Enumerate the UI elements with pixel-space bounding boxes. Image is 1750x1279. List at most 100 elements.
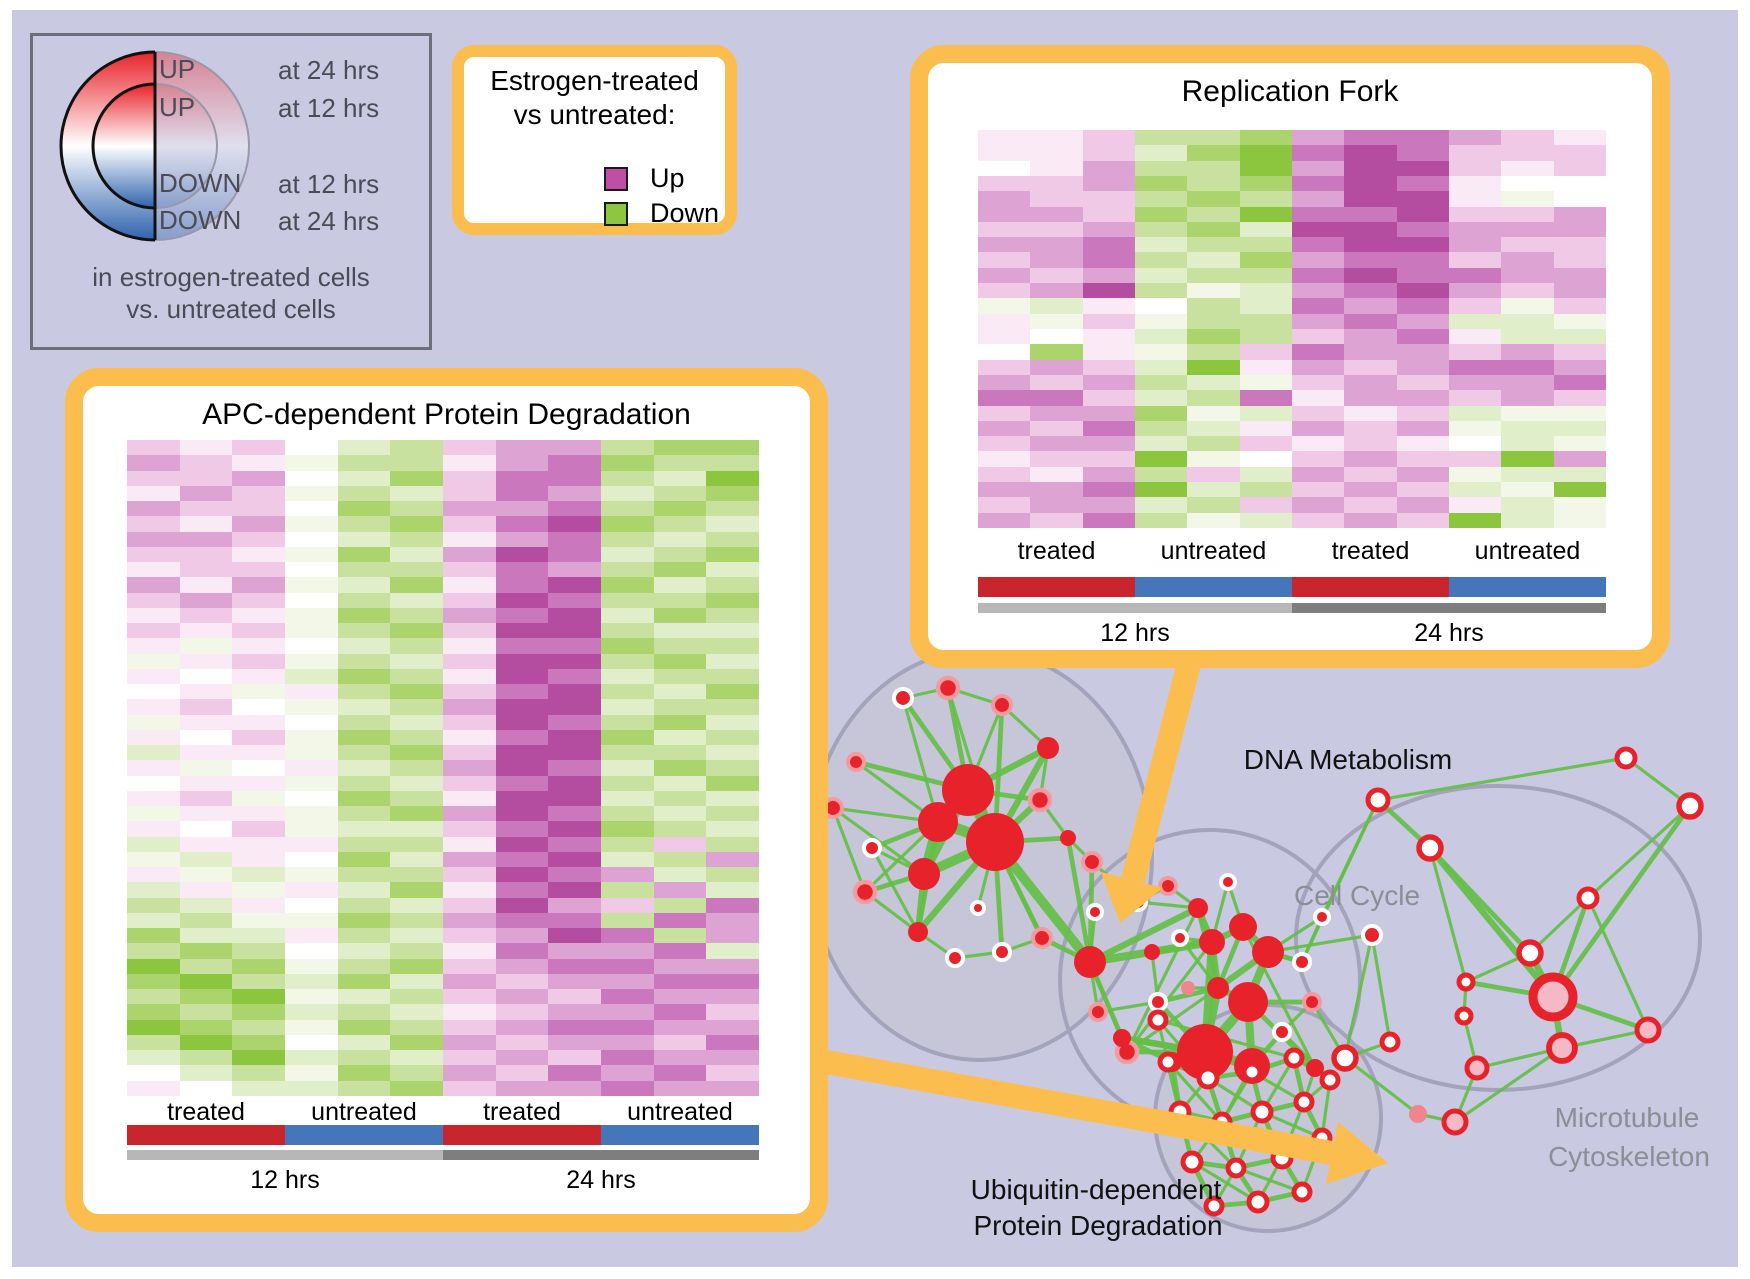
heatmap-cell [706, 699, 759, 715]
heatmap-cell [706, 501, 759, 517]
heatmap-cell [337, 821, 391, 837]
heatmap-cell [337, 775, 391, 791]
heatmap-cell [601, 653, 654, 669]
heatmap-cell [443, 485, 496, 502]
heatmap-cell [1344, 420, 1397, 437]
heatmap-cell [179, 684, 233, 700]
replication-fork-panel: Replication Fork treated untreated treat… [910, 45, 1670, 668]
heatmap-cell [390, 729, 443, 746]
heatmap-cell [706, 958, 759, 974]
heatmap-cell [337, 760, 391, 776]
heatmap-cell [706, 973, 759, 990]
heatmap-cell [1396, 497, 1449, 513]
heatmap-cell [495, 912, 549, 929]
heatmap-cell [232, 1019, 285, 1035]
heatmap-cell [1291, 344, 1345, 360]
heatmap-cell [285, 577, 338, 593]
heatmap-cell [1082, 420, 1135, 437]
heatmap-cell [601, 531, 654, 547]
heatmap-cell [1082, 145, 1135, 161]
heatmap-cell [1030, 374, 1083, 391]
heatmap-cell [285, 729, 338, 746]
heatmap-cell [285, 1080, 338, 1096]
heatmap-cell [495, 1004, 549, 1020]
heatmap-cell [548, 836, 601, 852]
heatmap-cell [548, 729, 601, 746]
heatmap-cell [601, 1034, 654, 1051]
apc-24h-bar [443, 1150, 759, 1160]
heatmap-cell [443, 440, 496, 456]
heatmap-cell [1396, 344, 1449, 360]
heatmap-cell [548, 958, 601, 974]
heatmap-cell [1187, 267, 1240, 284]
heatmap-cell [337, 638, 391, 654]
heatmap-cell [978, 298, 1031, 314]
rf-treated-bar-24h [1292, 577, 1449, 597]
heatmap-cell [390, 882, 443, 898]
heatmap-cell [285, 501, 338, 517]
heatmap-cell [1448, 497, 1502, 513]
heatmap-cell [1134, 497, 1188, 513]
heatmap-cell [390, 989, 443, 1005]
heatmap-cell [1291, 359, 1345, 375]
heatmap-cell [1553, 160, 1606, 176]
heatmap-cell [601, 501, 654, 517]
heatmap-cell [285, 745, 338, 761]
heatmap-cell [495, 760, 549, 776]
heatmap-cell [1396, 145, 1449, 161]
heatmap-cell [548, 760, 601, 776]
heatmap-cell [285, 714, 338, 730]
heatmap-cell [232, 1065, 285, 1081]
heatmap-cell [706, 455, 759, 471]
heatmap-cell [601, 1019, 654, 1035]
heatmap-cell [1291, 482, 1345, 498]
heatmap-cell [1448, 313, 1502, 329]
heatmap-cell [495, 882, 549, 898]
heatmap-cell [179, 714, 233, 730]
heatmap-cell [179, 577, 233, 593]
heatmap-cell [1396, 436, 1449, 452]
heatmap-cell [1448, 145, 1502, 161]
heatmap-cell [1030, 283, 1083, 299]
heatmap-cell [1396, 512, 1449, 528]
heatmap-cell [443, 684, 496, 700]
heatmap-cell [1187, 451, 1240, 467]
heatmap-cell [706, 790, 759, 807]
heatmap-cell [495, 989, 549, 1005]
heatmap-cell [548, 943, 601, 959]
heatmap-cell [337, 867, 391, 883]
heatmap-cell [1082, 237, 1135, 253]
heatmap-cell [1030, 206, 1083, 222]
heatmap-cell [706, 882, 759, 898]
heatmap-cell [232, 592, 285, 608]
heatmap-cell [443, 699, 496, 715]
heatmap-cell [548, 470, 601, 486]
heatmap-cell [1030, 451, 1083, 467]
heatmap-cell [127, 1034, 180, 1051]
heatmap-cell [1239, 451, 1292, 467]
heatmap-cell [179, 851, 233, 868]
heatmap-cell [337, 1019, 391, 1035]
heatmap-cell [179, 455, 233, 471]
heatmap-cell [1030, 512, 1083, 528]
heatmap-cell [495, 501, 549, 517]
heatmap-cell [495, 1034, 549, 1051]
heatmap-cell [127, 501, 180, 517]
heatmap-cell [127, 684, 180, 700]
heatmap-cell [1239, 130, 1292, 146]
heatmap-cell [127, 577, 180, 593]
heatmap-cell [390, 653, 443, 669]
heatmap-cell [978, 344, 1031, 360]
heatmap-cell [1030, 191, 1083, 207]
heatmap-cell [1448, 390, 1502, 406]
heatmap-cell [1082, 160, 1135, 176]
legend-down-24-label: DOWN [159, 205, 242, 235]
heatmap-cell [1553, 451, 1606, 467]
heatmap-cell [1030, 344, 1083, 360]
heatmap-cell [1396, 390, 1449, 406]
heatmap-cell [232, 485, 285, 502]
heatmap-cell [1187, 160, 1240, 176]
heatmap-cell [1291, 252, 1345, 268]
heatmap-cell [1448, 420, 1502, 437]
rf-untreated-bar-24h [1449, 577, 1606, 597]
